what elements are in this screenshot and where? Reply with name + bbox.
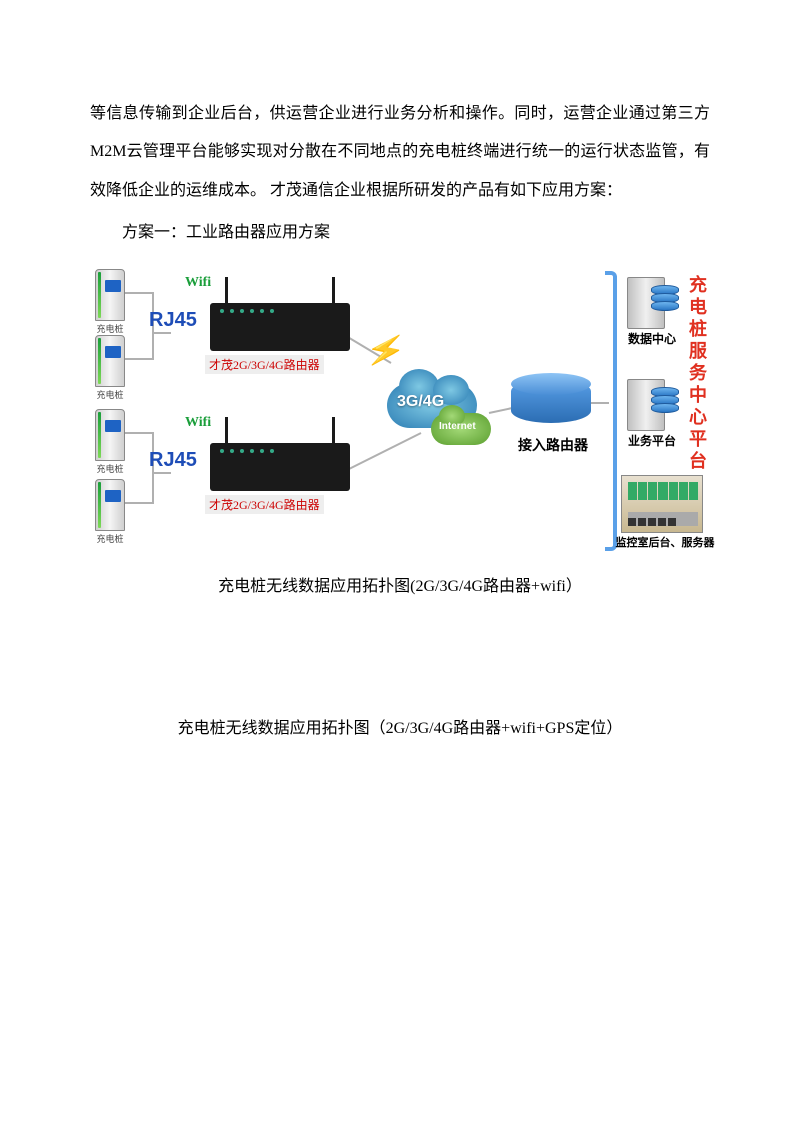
paragraph-1: 等信息传输到企业后台，供运营企业进行业务分析和操作。同时，运营企业通过第三方M2… [90,95,710,210]
access-router-icon [511,379,591,423]
charging-pile-1: 充电桩 [95,269,125,321]
server-datacenter: 数据中心 [627,277,667,331]
server-label-1: 数据中心 [619,330,685,347]
lightning-icon: ⚡ [362,327,409,372]
server-platform: 业务平台 [627,379,667,433]
wifi-label: Wifi [185,275,211,291]
pile-label: 充电桩 [93,322,127,335]
router-icon [210,443,350,491]
access-router-label: 接入路由器 [505,435,601,455]
cloud-group: 3G/4G Internet [381,371,501,461]
server-label-2: 业务平台 [619,432,685,449]
caption-2: 充电桩无线数据应用拓扑图（2G/3G/4G路由器+wifi+GPS定位） [90,713,710,745]
pile-label: 充电桩 [93,388,127,401]
rj45-label: RJ45 [149,449,197,472]
access-router: 接入路由器 [511,379,591,437]
charging-pile-3: 充电桩 [95,409,125,461]
monitor-label: 监控室后台、服务器 [610,534,720,550]
caption-1: 充电桩无线数据应用拓扑图(2G/3G/4G路由器+wifi） [90,571,710,603]
charging-pile-2: 充电桩 [95,335,125,387]
router-group-1: Wifi RJ45 才茂2G/3G/4G路由器 [155,269,365,389]
rj45-label: RJ45 [149,309,197,332]
router-caption: 才茂2G/3G/4G路由器 [205,495,324,514]
router-group-2: Wifi RJ45 才茂2G/3G/4G路由器 [155,409,365,529]
pile-label: 充电桩 [93,462,127,475]
paragraph-2: 方案一：工业路由器应用方案 [90,214,710,252]
cloud-blue-label: 3G/4G [397,393,444,411]
monitor-room: 监控室后台、服务器 [621,475,703,533]
charging-pile-4: 充电桩 [95,479,125,531]
router-icon [210,303,350,351]
topology-diagram: 充电桩 充电桩 充电桩 充电桩 Wifi RJ45 才茂2G/3G/4G路由器 … [91,263,709,563]
router-caption: 才茂2G/3G/4G路由器 [205,355,324,374]
bracket-icon [605,271,617,551]
pile-label: 充电桩 [93,532,127,545]
wifi-label: Wifi [185,415,211,431]
right-title: 充电桩服务中心平台 [689,275,709,473]
cloud-green-label: Internet [439,421,476,432]
